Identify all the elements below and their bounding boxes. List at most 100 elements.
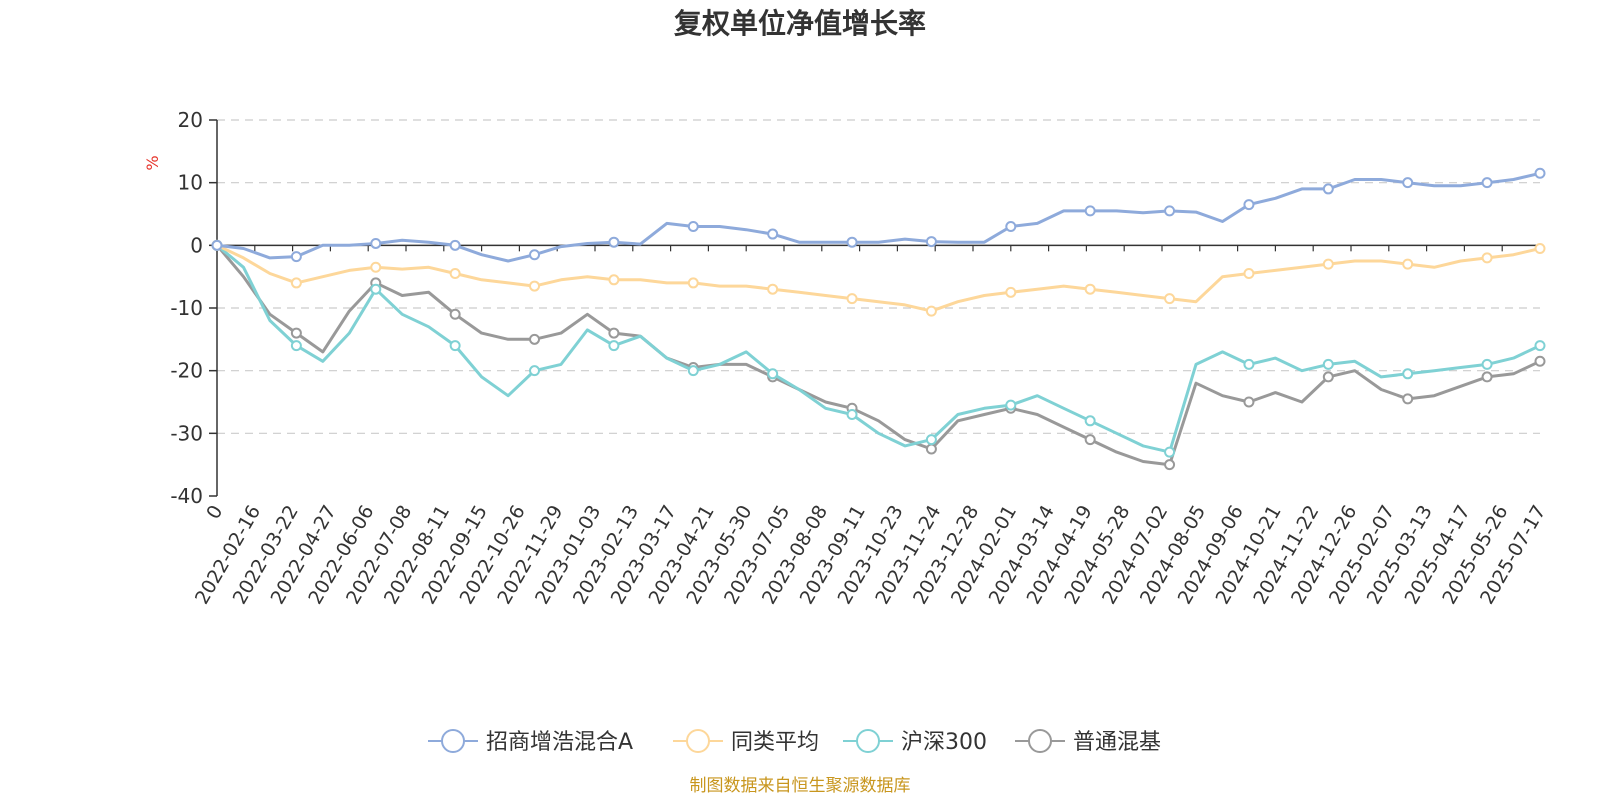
data-point (290, 277, 302, 289)
series-line (215, 243, 1542, 467)
data-point (1084, 434, 1096, 446)
plot-area (211, 167, 1546, 471)
data-point (1164, 205, 1176, 217)
series-line (215, 171, 1542, 263)
data-point (290, 327, 302, 339)
data-point (608, 236, 620, 248)
data-point (1534, 167, 1546, 179)
chart-title: 复权单位净值增长率 (674, 7, 926, 40)
data-point (1481, 177, 1493, 189)
data-point (925, 236, 937, 248)
data-point (211, 239, 223, 251)
data-point (1243, 396, 1255, 408)
series-line (215, 243, 1542, 454)
data-point (449, 308, 461, 320)
data-point (370, 283, 382, 295)
y-tick-label: 0 (190, 233, 203, 257)
data-point (1534, 340, 1546, 352)
data-point (1164, 293, 1176, 305)
y-tick-label: 20 (178, 108, 203, 132)
series-1 (211, 239, 1546, 317)
data-point (687, 365, 699, 377)
legend-marker-icon (856, 729, 880, 753)
data-point (1164, 459, 1176, 471)
data-point (1322, 358, 1334, 370)
y-axis-unit: % (143, 155, 162, 170)
data-point (1005, 221, 1017, 233)
y-tick-label: -20 (170, 359, 203, 383)
data-point (687, 277, 699, 289)
data-point (1243, 268, 1255, 280)
data-point (925, 305, 937, 317)
data-point (1402, 258, 1414, 270)
gridlines (217, 119, 1540, 434)
y-tick-label: 10 (178, 171, 203, 195)
data-point (529, 333, 541, 345)
data-point (290, 340, 302, 352)
data-point (1481, 252, 1493, 264)
legend-label: 同类平均 (731, 730, 819, 755)
y-tick-label: -30 (170, 421, 203, 445)
legend-label: 沪深300 (901, 730, 987, 755)
y-axis-ticks: 20 10 0 -10 -20 -30 -40 (170, 108, 217, 508)
data-point (290, 251, 302, 263)
data-point (1005, 286, 1017, 298)
data-point (1243, 358, 1255, 370)
data-point (925, 443, 937, 455)
series-2 (211, 239, 1546, 458)
data-point (1084, 415, 1096, 427)
data-point (1322, 258, 1334, 270)
y-tick-label: -10 (170, 296, 203, 320)
x-tick-label: 0 (202, 502, 227, 523)
axes (216, 120, 1540, 496)
data-point (1322, 183, 1334, 195)
data-point (1084, 283, 1096, 295)
data-point (925, 434, 937, 446)
data-point (1481, 358, 1493, 370)
data-point (846, 293, 858, 305)
data-point (370, 261, 382, 273)
data-point (767, 368, 779, 380)
legend: 招商增浩混合A 同类平均 沪深300 普通混基 (428, 729, 1161, 755)
data-point (1402, 393, 1414, 405)
legend-item[interactable]: 沪深300 (843, 729, 987, 755)
y-tick-label: -40 (170, 484, 203, 508)
data-point (529, 365, 541, 377)
legend-label: 招商增浩混合A (486, 730, 633, 755)
data-point (1481, 371, 1493, 383)
data-point (846, 409, 858, 421)
data-point (1243, 199, 1255, 211)
data-point (767, 283, 779, 295)
data-point (449, 268, 461, 280)
data-point (449, 340, 461, 352)
data-point (608, 327, 620, 339)
legend-marker-icon (1028, 729, 1052, 753)
data-point (767, 228, 779, 240)
data-source-note: 制图数据来自恒生聚源数据库 (690, 776, 911, 796)
legend-marker-icon (686, 729, 710, 753)
legend-marker-icon (441, 729, 465, 753)
data-point (370, 237, 382, 249)
data-point (1402, 368, 1414, 380)
data-point (608, 340, 620, 352)
data-point (1322, 371, 1334, 383)
legend-item[interactable]: 同类平均 (673, 729, 819, 755)
data-point (1084, 205, 1096, 217)
data-point (1005, 399, 1017, 411)
legend-item[interactable]: 普通混基 (1015, 729, 1161, 755)
series-line (215, 243, 1542, 313)
data-point (687, 221, 699, 233)
data-point (1534, 242, 1546, 254)
data-point (449, 239, 461, 251)
data-point (1402, 177, 1414, 189)
data-point (529, 280, 541, 292)
legend-item[interactable]: 招商增浩混合A (428, 729, 633, 755)
series-0 (211, 167, 1546, 263)
data-point (529, 249, 541, 261)
data-point (846, 236, 858, 248)
data-point (1164, 446, 1176, 458)
legend-label: 普通混基 (1073, 730, 1161, 755)
data-point (1534, 355, 1546, 367)
data-point (608, 274, 620, 286)
